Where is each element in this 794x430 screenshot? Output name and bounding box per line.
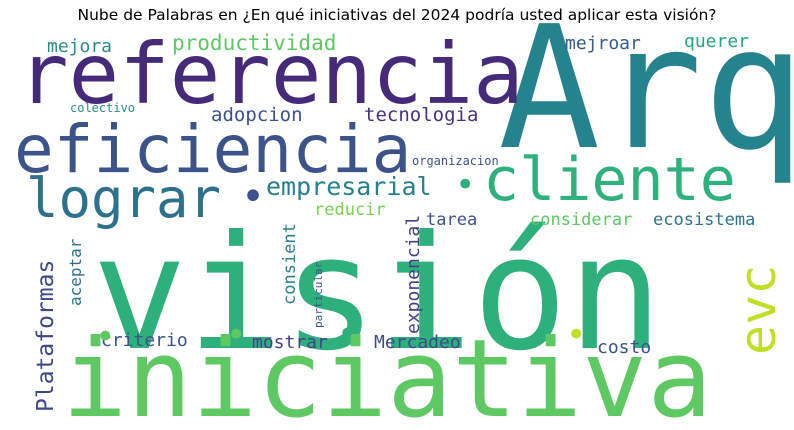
word-plataformas: Plataformas (33, 260, 59, 412)
word-ecosistema: ecosistema (653, 210, 755, 230)
word-referencia: referencia (18, 25, 524, 123)
word-querer: querer (684, 31, 749, 52)
word-criterio: criterio (101, 330, 188, 351)
word-mercadeo: Mercadeo (374, 332, 461, 353)
word-dot-32: • (337, 314, 357, 354)
word-tecnologia: tecnologia (364, 104, 478, 126)
word-eficiencia: eficiencia (14, 111, 411, 188)
word-vision: visión (92, 202, 663, 386)
word-organizacion: organizacion (412, 154, 499, 168)
word-reducir: reducir (314, 200, 386, 220)
word-particular: particular (312, 261, 325, 328)
word-dot-33: • (566, 315, 586, 355)
word-costo: costo (597, 337, 651, 358)
word-lograr: lograr (26, 167, 221, 230)
word-dot-30: • (95, 317, 115, 357)
word-mejroar: mejroar (565, 33, 641, 54)
word-consient: consient (280, 223, 300, 305)
word-iniciativa: iniciativa (62, 317, 712, 430)
word-dot-35: • (241, 174, 265, 220)
word-arq: Arq (498, 0, 794, 188)
word-mostrar: mostrar (252, 332, 328, 353)
chart-title: Nube de Palabras en ¿En qué iniciativas … (77, 6, 717, 24)
word-empresarial: empresarial (266, 172, 432, 201)
word-dot-31: • (226, 315, 246, 355)
word-considerar: considerar (530, 210, 632, 230)
word-cliente: cliente (483, 145, 736, 215)
word-aceptar: aceptar (66, 238, 85, 306)
word-exponencial: exponencial (403, 215, 424, 334)
word-adopcion: adopcion (211, 104, 303, 126)
word-dot-34: • (455, 165, 475, 205)
word-evc: evc (729, 265, 787, 355)
word-mejora: mejora (47, 36, 112, 57)
word-tarea: tarea (426, 210, 477, 230)
word-colectivo: colectivo (70, 101, 135, 115)
word-productividad: productividad (172, 31, 336, 55)
